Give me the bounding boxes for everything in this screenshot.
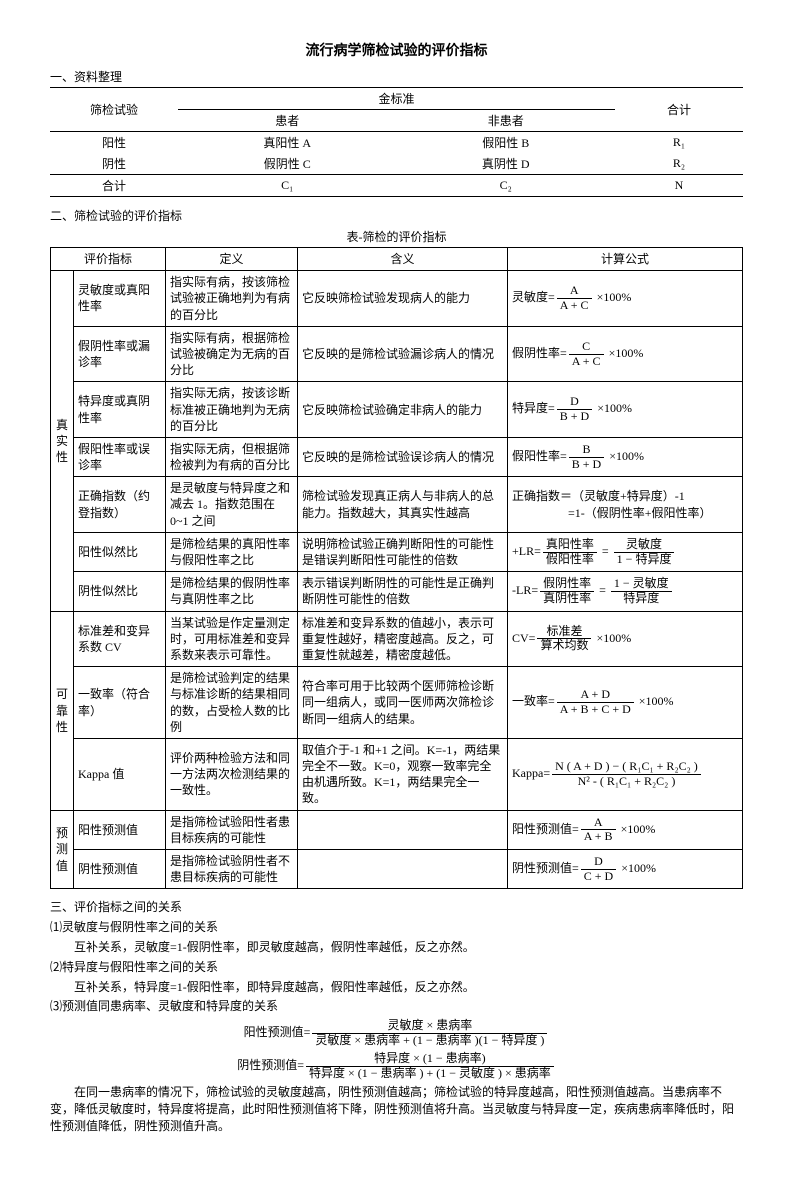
- eq-ppv: 阳性预测值=灵敏度 × 患病率灵敏度 × 患病率 + (1 − 患病率 )(1 …: [50, 1019, 743, 1048]
- r11-mean: [298, 850, 508, 889]
- s3-para: 在同一患病率的情况下，筛检试验的灵敏度越高，阴性预测值越高；筛检试验的特异度越高…: [50, 1084, 743, 1134]
- r6-def: 是筛检结果的假阴性率与真阴性率之比: [166, 572, 298, 611]
- r8-mean: 符合率可用于比较两个医师筛检诊断同一组病人，或同一医师两次筛检诊断同一组病人的结…: [298, 667, 508, 739]
- r11-name: 阴性预测值: [74, 850, 166, 889]
- row-total: 合计: [50, 175, 178, 197]
- r8-formula: 一致率=A + DA + B + C + D ×100%: [508, 667, 743, 739]
- th-metric: 评价指标: [51, 248, 166, 271]
- r4-def: 是灵敏度与特异度之和减去 1。指数范围在 0~1 之间: [166, 477, 298, 533]
- r10-name: 阳性预测值: [74, 810, 166, 849]
- cell-n: N: [615, 175, 743, 197]
- table2-caption: 表-筛检的评价指标: [50, 228, 743, 245]
- r5-mean: 说明筛检试验正确判断阳性的可能性是错误判断阳性可能性的倍数: [298, 532, 508, 571]
- r2-mean: 它反映筛检试验确定非病人的能力: [298, 382, 508, 438]
- r6-formula: -LR=假阴性率真阴性率 = 1 − 灵敏度特异度: [508, 572, 743, 611]
- r0-mean: 它反映筛检试验发现病人的能力: [298, 271, 508, 327]
- r4-name: 正确指数（约登指数）: [74, 477, 166, 533]
- cell-c2: C₂: [397, 175, 616, 197]
- group-authenticity: 真实性: [51, 271, 74, 611]
- r5-name: 阳性似然比: [74, 532, 166, 571]
- row-pos: 阳性: [50, 132, 178, 154]
- r3-def: 指实际无病，但根据筛检被判为有病的百分比: [166, 437, 298, 476]
- r1-name: 假阴性率或漏诊率: [74, 326, 166, 382]
- th-gold: 金标准: [178, 88, 615, 110]
- r9-formula: Kappa=N ( A + D ) − ( R₁C₁ + R₂C₂ )N² - …: [508, 738, 743, 810]
- r10-mean: [298, 810, 508, 849]
- r4-mean: 筛检试验发现真正病人与非病人的总能力。指数越大，其真实性越高: [298, 477, 508, 533]
- s3-p2b: 互补关系，特异度=1-假阳性率，即特异度越高，假阳性率越低，反之亦然。: [50, 979, 743, 996]
- cell-r1: R₁: [615, 132, 743, 154]
- r7-name: 标准差和变异系数 CV: [74, 611, 166, 667]
- r8-def: 是筛检试验判定的结果与标准诊断的结果相同的数，占受检人数的比例: [166, 667, 298, 739]
- r0-def: 指实际有病，按该筛检试验被正确地判为有病的百分比: [166, 271, 298, 327]
- r10-def: 是指筛检试验阳性者患目标疾病的可能性: [166, 810, 298, 849]
- section2-head: 二、筛检试验的评价指标: [50, 207, 743, 224]
- th-screen: 筛检试验: [50, 88, 178, 132]
- r5-formula: +LR=真阳性率假阳性率 = 灵敏度1 − 特异度: [508, 532, 743, 571]
- group-reliability: 可靠性: [51, 611, 74, 810]
- r9-def: 评价两种检验方法和同一方法两次检测结果的一致性。: [166, 738, 298, 810]
- r7-def: 当某试验是作定量测定时，可用标准差和变异系数来表示可靠性。: [166, 611, 298, 667]
- cell-fn: 假阴性 C: [178, 153, 397, 175]
- section3: 三、评价指标之间的关系 ⑴灵敏度与假阴性率之间的关系 互补关系，灵敏度=1-假阴…: [50, 899, 743, 1134]
- s3-p1b: 互补关系，灵敏度=1-假阴性率，即灵敏度越高，假阴性率越低，反之亦然。: [50, 939, 743, 956]
- r6-name: 阴性似然比: [74, 572, 166, 611]
- contingency-table: 筛检试验 金标准 合计 患者 非患者 阳性 真阳性 A 假阳性 B R₁ 阴性 …: [50, 87, 743, 197]
- r0-name: 灵敏度或真阳性率: [74, 271, 166, 327]
- r1-def: 指实际有病，根据筛检试验被确定为无病的百分比: [166, 326, 298, 382]
- r3-formula: 假阳性率=BB + D ×100%: [508, 437, 743, 476]
- r3-mean: 它反映的是筛检试验误诊病人的情况: [298, 437, 508, 476]
- r6-mean: 表示错误判断阴性的可能性是正确判断阴性可能性的倍数: [298, 572, 508, 611]
- r4-formula: 正确指数＝（灵敏度+特异度）-1 =1-（假阴性率+假阳性率）: [508, 477, 743, 533]
- cell-tn: 真阴性 D: [397, 153, 616, 175]
- group-predictive: 预测值: [51, 810, 74, 889]
- r9-mean: 取值介于-1 和+1 之间。K=-1，两结果完全不一致。K=0，观察一致率完全由…: [298, 738, 508, 810]
- cell-r2: R₂: [615, 153, 743, 175]
- r2-formula: 特异度=DB + D ×100%: [508, 382, 743, 438]
- th-total: 合计: [615, 88, 743, 132]
- section1-head: 一、资料整理: [50, 68, 743, 85]
- s3-p2: ⑵特异度与假阳性率之间的关系: [50, 959, 743, 976]
- th-def: 定义: [166, 248, 298, 271]
- th-nonpatient: 非患者: [397, 110, 616, 132]
- page-title: 流行病学筛检试验的评价指标: [50, 40, 743, 60]
- r0-formula: 灵敏度=AA + C ×100%: [508, 271, 743, 327]
- cell-c1: C₁: [178, 175, 397, 197]
- th-formula: 计算公式: [508, 248, 743, 271]
- s3-p1: ⑴灵敏度与假阴性率之间的关系: [50, 919, 743, 936]
- r3-name: 假阳性率或误诊率: [74, 437, 166, 476]
- r11-def: 是指筛检试验阴性者不患目标疾病的可能性: [166, 850, 298, 889]
- cell-tp: 真阳性 A: [178, 132, 397, 154]
- r10-formula: 阳性预测值=AA + B ×100%: [508, 810, 743, 849]
- r2-def: 指实际无病，按该诊断标准被正确地判为无病的百分比: [166, 382, 298, 438]
- cell-fp: 假阳性 B: [397, 132, 616, 154]
- row-neg: 阴性: [50, 153, 178, 175]
- r8-name: 一致率（符合率）: [74, 667, 166, 739]
- r1-mean: 它反映的是筛检试验漏诊病人的情况: [298, 326, 508, 382]
- r7-formula: CV=标准差算术均数 ×100%: [508, 611, 743, 667]
- s3-p3: ⑶预测值同患病率、灵敏度和特异度的关系: [50, 998, 743, 1015]
- r2-name: 特异度或真阴性率: [74, 382, 166, 438]
- eq-npv: 阴性预测值=特异度 × (1 − 患病率)特异度 × (1 − 患病率 ) + …: [50, 1052, 743, 1081]
- r9-name: Kappa 值: [74, 738, 166, 810]
- r5-def: 是筛检结果的真阳性率与假阳性率之比: [166, 532, 298, 571]
- metrics-table: 评价指标 定义 含义 计算公式 真实性 灵敏度或真阳性率 指实际有病，按该筛检试…: [50, 247, 743, 889]
- r1-formula: 假阴性率=CA + C ×100%: [508, 326, 743, 382]
- r11-formula: 阴性预测值=DC + D ×100%: [508, 850, 743, 889]
- th-patient: 患者: [178, 110, 397, 132]
- th-meaning: 含义: [298, 248, 508, 271]
- section3-head: 三、评价指标之间的关系: [50, 899, 743, 916]
- r7-mean: 标准差和变异系数的值越小，表示可重复性越好，精密度越高。反之，可重复性就越差，精…: [298, 611, 508, 667]
